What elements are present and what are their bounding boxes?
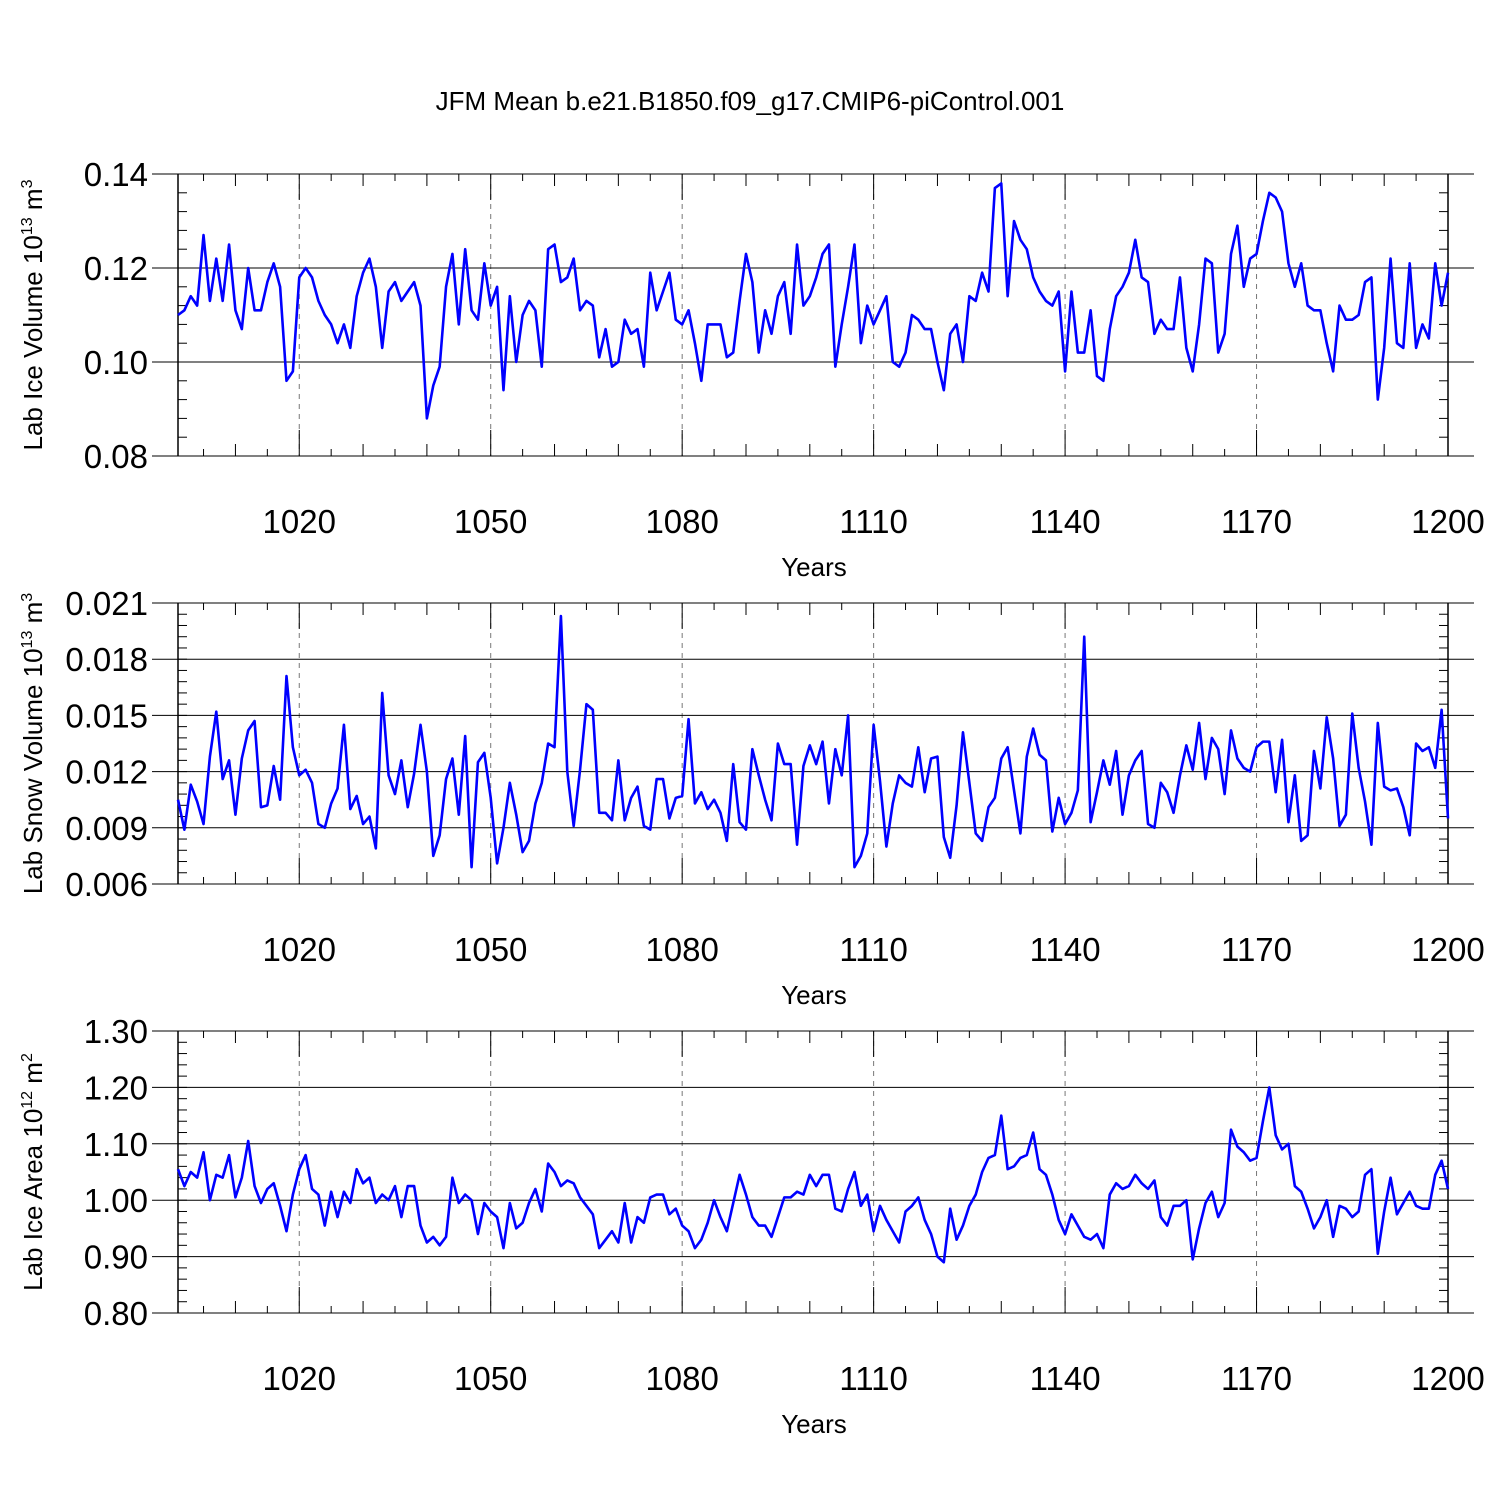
x-tick-label: 1170	[1221, 503, 1292, 540]
x-axis-label: Years	[781, 552, 847, 582]
y-tick-label: 0.012	[65, 754, 148, 791]
x-tick-label: 1050	[454, 931, 527, 968]
y-axis-label: Lab Snow Volume 1013 m3	[18, 593, 48, 894]
y-tick-label: 0.015	[65, 697, 148, 734]
x-tick-label: 1110	[839, 931, 908, 968]
x-tick-label: 1110	[839, 503, 908, 540]
chart-title: JFM Mean b.e21.B1850.f09_g17.CMIP6-piCon…	[436, 86, 1065, 116]
y-axis-label: Lab Ice Volume 1013 m3	[18, 179, 48, 450]
y-tick-label: 0.009	[65, 810, 148, 847]
series-line	[176, 1086, 1450, 1264]
y-tick-label: 1.00	[84, 1182, 148, 1219]
x-tick-label: 1080	[645, 1360, 718, 1397]
x-tick-label: 1200	[1411, 1360, 1484, 1397]
x-tick-label: 1170	[1221, 1360, 1292, 1397]
y-tick-label: 0.14	[84, 156, 148, 193]
x-tick-label: 1110	[839, 1360, 908, 1397]
x-tick-label: 1200	[1411, 503, 1484, 540]
y-tick-label: 0.90	[84, 1239, 148, 1276]
y-tick-label: 1.10	[84, 1126, 148, 1163]
x-tick-label: 1140	[1030, 503, 1101, 540]
series-line	[177, 182, 1450, 420]
panel-1: 0.08 0.10 0.12 0.14 1020 1050 1080 1110 1140 1170…	[18, 156, 1485, 582]
x-axis-label: Years	[781, 980, 847, 1010]
x-tick-label: 1080	[645, 503, 718, 540]
x-tick-label: 1050	[454, 1360, 527, 1397]
y-tick-label: 0.10	[84, 344, 148, 381]
x-tick-label: 1170	[1221, 931, 1292, 968]
x-tick-label: 1140	[1030, 1360, 1101, 1397]
y-tick-label: 0.021	[65, 585, 148, 622]
y-tick-label: 0.80	[84, 1295, 148, 1332]
y-tick-label: 0.006	[65, 866, 148, 903]
x-tick-label: 1050	[454, 503, 527, 540]
x-axis-label: Years	[781, 1409, 847, 1439]
y-axis-label: Lab Ice Area 1012 m2	[18, 1053, 48, 1291]
x-tick-label: 1140	[1030, 931, 1101, 968]
panel-3: 0.80 0.90 1.00 1.10 1.20 1.30 1020 1050 1080 1110…	[18, 1013, 1485, 1439]
y-tick-label: 0.12	[84, 250, 148, 287]
y-tick-label: 1.20	[84, 1069, 148, 1106]
x-tick-label: 1020	[263, 931, 336, 968]
x-tick-label: 1200	[1411, 931, 1484, 968]
series-line	[176, 614, 1450, 869]
x-tick-label: 1080	[645, 931, 718, 968]
panels: 0.08 0.10 0.12 0.14 1020 1050 1080 1110 1140 1170…	[18, 156, 1485, 1439]
panel-2: 0.006 0.009 0.012 0.015 0.018 0.021 1020 1050 10…	[18, 585, 1485, 1010]
x-tick-label: 1020	[263, 503, 336, 540]
y-tick-label: 0.018	[65, 641, 148, 678]
y-tick-label: 1.30	[84, 1013, 148, 1050]
y-tick-label: 0.08	[84, 438, 148, 475]
x-tick-label: 1020	[263, 1360, 336, 1397]
